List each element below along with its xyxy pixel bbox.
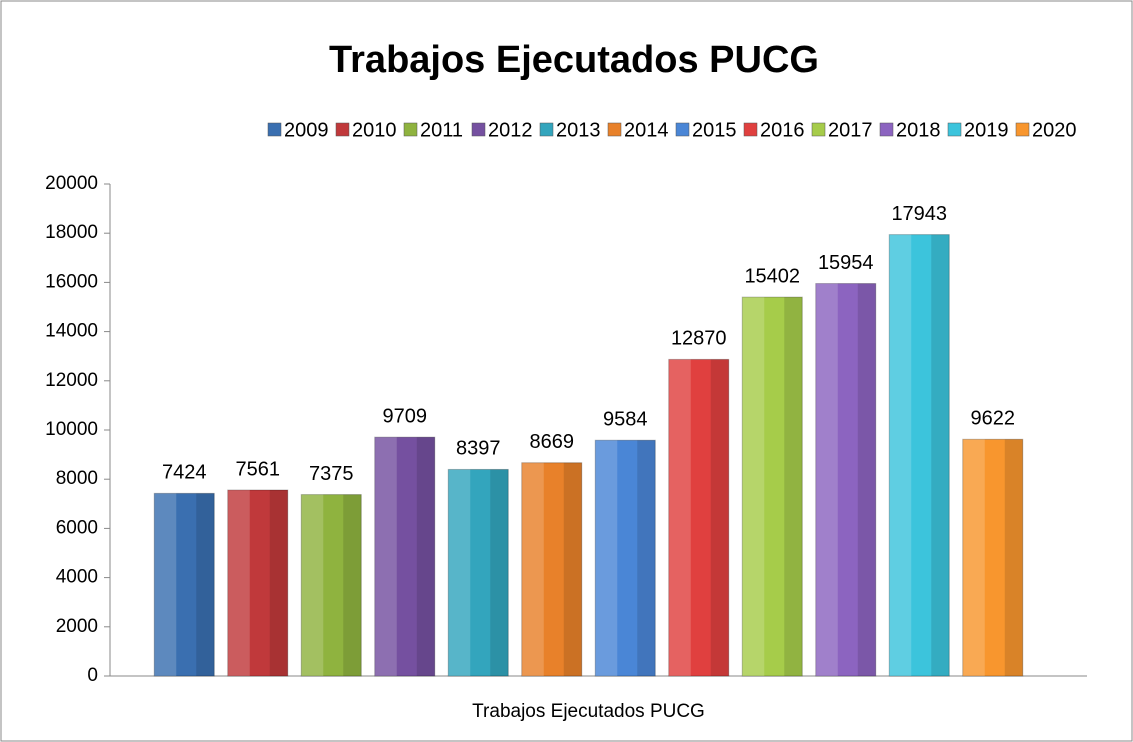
legend-label: 2014 <box>624 119 669 141</box>
bar-shine <box>815 283 838 676</box>
legend-marker <box>539 122 554 137</box>
legend-marker <box>267 122 282 137</box>
legend-label: 2013 <box>556 119 601 141</box>
bar <box>447 468 509 677</box>
bar <box>374 436 436 677</box>
legend-marker <box>879 122 894 137</box>
value-label: 15954 <box>818 252 874 274</box>
bar-shine <box>595 440 618 676</box>
y-tick-label: 16000 <box>45 271 98 292</box>
bar-shade <box>196 493 215 676</box>
legend-marker <box>607 122 622 137</box>
chart-title: Trabajos Ejecutados PUCG <box>329 39 819 81</box>
bar <box>668 358 730 677</box>
y-tick-label: 12000 <box>45 370 98 391</box>
bar-shine <box>668 359 691 676</box>
y-tick-label: 2000 <box>56 616 98 637</box>
bar-shine <box>962 439 985 676</box>
bar <box>227 489 289 677</box>
bar-shine <box>889 234 912 676</box>
bar-shade <box>857 283 876 676</box>
bar <box>594 439 656 677</box>
legend-marker <box>811 122 826 137</box>
value-label: 7424 <box>162 462 207 484</box>
bar-shine <box>742 297 765 676</box>
legend-marker <box>403 122 418 137</box>
legend-label: 2010 <box>352 119 397 141</box>
y-tick-label: 20000 <box>45 173 98 194</box>
legend-label: 2012 <box>488 119 533 141</box>
bar-shade <box>343 494 362 676</box>
legend-label: 2009 <box>284 119 329 141</box>
legend-marker <box>471 122 486 137</box>
bar <box>521 462 583 677</box>
legend-label: 2011 <box>420 119 463 141</box>
bar <box>962 438 1024 677</box>
bar <box>888 234 950 677</box>
legend-label: 2015 <box>692 119 737 141</box>
value-label: 7561 <box>236 458 281 480</box>
value-label: 12870 <box>671 328 727 350</box>
bar-shade <box>490 469 509 676</box>
bar <box>741 296 803 677</box>
bar-shine <box>154 493 177 676</box>
bar-shade <box>563 462 582 676</box>
legend-label: 2020 <box>1032 119 1077 141</box>
value-label: 17943 <box>891 203 947 225</box>
bar-shade <box>416 437 435 676</box>
bar-shine <box>448 469 471 676</box>
bar-shade <box>710 359 729 676</box>
legend-label: 2016 <box>760 119 805 141</box>
y-tick-label: 4000 <box>56 567 98 588</box>
y-tick-label: 10000 <box>45 419 98 440</box>
x-tick-label: Trabajos Ejecutados PUCG <box>472 701 705 722</box>
bar <box>815 283 877 677</box>
y-tick-label: 8000 <box>56 468 98 489</box>
y-tick-label: 18000 <box>45 222 98 243</box>
value-label: 9709 <box>383 405 428 427</box>
bar-shine <box>301 494 324 676</box>
legend-marker <box>335 122 350 137</box>
bar-shine <box>374 437 397 676</box>
bar-shade <box>931 234 950 676</box>
legend-marker <box>675 122 690 137</box>
bar-shade <box>784 297 803 676</box>
value-label: 9584 <box>603 409 648 431</box>
legend-marker <box>743 122 758 137</box>
y-tick-label: 6000 <box>56 517 98 538</box>
value-label: 9622 <box>971 408 1016 430</box>
y-tick-label: 0 <box>87 665 98 686</box>
value-label: 7375 <box>309 463 354 485</box>
value-label: 8397 <box>456 438 501 460</box>
value-label: 8669 <box>530 431 575 453</box>
legend-label: 2018 <box>896 119 941 141</box>
legend-marker <box>947 122 962 137</box>
bar-shine <box>521 462 544 676</box>
value-label: 15402 <box>744 265 800 287</box>
legend-label: 2017 <box>828 119 873 141</box>
legend-marker <box>1015 122 1030 137</box>
bar-shade <box>637 440 656 676</box>
bar-shade <box>1004 439 1023 676</box>
y-tick-label: 14000 <box>45 321 98 342</box>
bar <box>300 494 362 677</box>
bar <box>153 492 215 677</box>
bar-shine <box>227 489 250 676</box>
legend-label: 2019 <box>964 119 1009 141</box>
bar-shade <box>269 489 288 676</box>
